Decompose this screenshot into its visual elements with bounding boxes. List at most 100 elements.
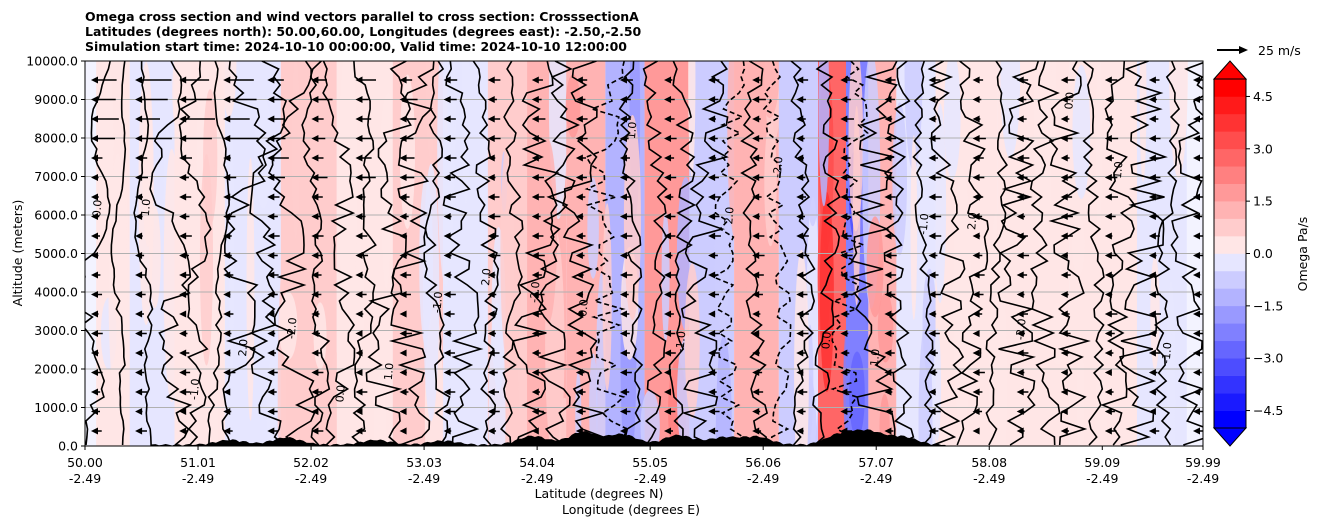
wind-vector bbox=[487, 174, 496, 181]
wind-vector bbox=[619, 408, 631, 415]
wind-vector bbox=[135, 76, 172, 84]
wind-vector bbox=[223, 135, 259, 142]
wind-vector bbox=[179, 427, 189, 435]
wind-vector bbox=[311, 135, 326, 142]
wind-vector bbox=[796, 232, 809, 240]
colorbar-extend-min bbox=[1212, 427, 1248, 447]
wind-vector bbox=[179, 154, 192, 162]
wind-vector bbox=[135, 96, 168, 103]
wind-vector-head bbox=[575, 349, 583, 357]
wind-vector bbox=[355, 330, 363, 337]
wind-vector-head bbox=[355, 388, 363, 396]
wind-vector bbox=[796, 174, 806, 181]
wind-vector bbox=[884, 115, 893, 123]
wind-vector-head bbox=[708, 232, 716, 240]
omega-patch bbox=[764, 120, 777, 247]
wind-vector-head bbox=[399, 310, 407, 318]
omega-patch bbox=[1139, 61, 1147, 183]
wind-vector-head bbox=[487, 213, 495, 220]
wind-vector-head bbox=[531, 427, 539, 435]
contour-line bbox=[668, 61, 697, 446]
wind-vector-head bbox=[796, 115, 804, 123]
wind-vector bbox=[91, 330, 103, 337]
wind-vector-head bbox=[928, 369, 936, 376]
contour-line bbox=[110, 61, 127, 446]
wind-vector bbox=[531, 232, 544, 240]
wind-vector-head bbox=[575, 291, 583, 298]
wind-vector-head bbox=[135, 291, 143, 298]
wind-vector bbox=[355, 388, 368, 396]
wind-vector bbox=[840, 310, 850, 318]
wind-vector-head bbox=[972, 193, 980, 201]
wind-vector-head bbox=[179, 96, 187, 103]
wind-vector-head bbox=[487, 96, 495, 103]
contour-label: -2.0 bbox=[771, 156, 786, 179]
wind-vector-head bbox=[708, 388, 716, 396]
wind-vector bbox=[1104, 96, 1114, 103]
wind-vector bbox=[796, 408, 806, 415]
wind-vector-head bbox=[1104, 154, 1112, 162]
wind-vector-head bbox=[1060, 96, 1068, 103]
wind-vector bbox=[267, 388, 277, 396]
wind-vector-head bbox=[487, 76, 495, 84]
wind-vector-head bbox=[1104, 291, 1112, 298]
contour-line bbox=[1100, 61, 1136, 446]
wind-vector bbox=[179, 213, 190, 220]
wind-vector-head bbox=[91, 76, 98, 84]
wind-vector bbox=[1193, 291, 1202, 298]
x-tick-label-latitude: 55.05 bbox=[632, 455, 668, 470]
wind-vector bbox=[223, 408, 232, 415]
wind-vector-head bbox=[796, 388, 804, 396]
wind-vector-head bbox=[267, 408, 275, 415]
wind-vector-head bbox=[355, 232, 363, 240]
wind-vector bbox=[664, 271, 677, 279]
wind-vector bbox=[355, 310, 364, 318]
wind-vector bbox=[223, 174, 237, 181]
wind-vector-head bbox=[884, 232, 892, 240]
wind-vector-head bbox=[443, 252, 451, 259]
omega-patch bbox=[246, 157, 255, 421]
wind-vector bbox=[752, 115, 761, 123]
wind-vector bbox=[840, 330, 849, 337]
wind-vector bbox=[311, 388, 323, 396]
wind-vector-head bbox=[1193, 213, 1200, 220]
wind-vector bbox=[179, 291, 190, 298]
wind-vector-head bbox=[972, 174, 980, 181]
y-tick-label: 3000.0 bbox=[34, 323, 78, 338]
wind-vector bbox=[840, 135, 851, 142]
wind-vector-head bbox=[1016, 427, 1024, 435]
wind-vector bbox=[531, 96, 542, 103]
wind-vector-head bbox=[1104, 96, 1112, 103]
wind-vector bbox=[884, 76, 896, 84]
wind-vector-head bbox=[355, 310, 363, 318]
wind-vector-head bbox=[1193, 174, 1200, 181]
wind-vector-head bbox=[928, 427, 936, 435]
wind-vector-head bbox=[487, 369, 495, 376]
wind-vector bbox=[1104, 213, 1116, 220]
colorbar-segment bbox=[1214, 166, 1246, 184]
wind-vector bbox=[575, 96, 586, 103]
wind-vector bbox=[311, 271, 322, 279]
wind-vector bbox=[443, 213, 452, 220]
wind-vector-head bbox=[575, 252, 583, 259]
wind-vector bbox=[399, 115, 417, 123]
wind-vector bbox=[355, 369, 363, 376]
omega-patch bbox=[142, 93, 154, 247]
wind-vector bbox=[575, 135, 588, 142]
wind-vector-head bbox=[575, 115, 583, 123]
wind-vector bbox=[223, 193, 234, 201]
wind-vector-head bbox=[928, 291, 936, 298]
wind-vector-head bbox=[928, 349, 936, 357]
wind-vector bbox=[355, 427, 366, 435]
wind-vector bbox=[1148, 330, 1156, 337]
wind-vector-head bbox=[884, 174, 892, 181]
wind-vector-head bbox=[267, 291, 275, 298]
wind-vector bbox=[91, 76, 117, 84]
wind-vector bbox=[443, 427, 452, 435]
wind-vector bbox=[664, 115, 675, 123]
wind-vector bbox=[311, 115, 324, 123]
wind-vector-head bbox=[531, 349, 539, 357]
wind-vector bbox=[840, 213, 850, 220]
omega-patch bbox=[1095, 61, 1103, 243]
terrain-layer bbox=[85, 429, 1203, 446]
